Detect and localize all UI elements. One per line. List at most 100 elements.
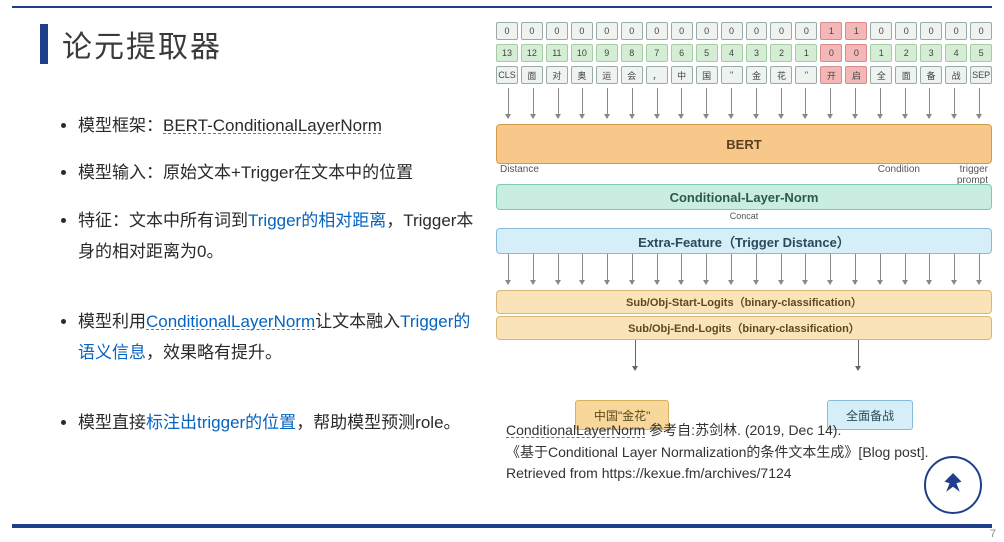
bullet-4: 模型利用ConditionalLayerNorm让文本融入Trigger的语义信… xyxy=(78,306,483,369)
token-cell: 全 xyxy=(870,66,892,84)
bullet-4-blue1: ConditionalLayerNorm xyxy=(146,312,315,331)
token-cell: 4 xyxy=(721,44,743,62)
token-cell: 0 xyxy=(920,22,942,40)
citation-line1: 参考自:苏剑林. (2019, Dec 14). xyxy=(645,422,841,438)
end-logits-block: Sub/Obj-End-Logits（binary-classification… xyxy=(496,316,992,340)
token-cell: 11 xyxy=(546,44,568,62)
bullet-1: 模型框架：BERT-ConditionalLayerNorm xyxy=(78,110,483,141)
architecture-diagram: 00000000000001100000 1312111098765432100… xyxy=(496,22,992,412)
eagle-icon xyxy=(936,468,970,502)
token-cell: 1 xyxy=(820,22,842,40)
token-cell: 5 xyxy=(696,44,718,62)
token-cell: SEP xyxy=(970,66,992,84)
token-cell: 4 xyxy=(945,44,967,62)
bullet-3: 特征：文本中所有词到Trigger的相对距离，Trigger本身的相对距离为0。 xyxy=(78,205,483,268)
token-cell: 0 xyxy=(521,22,543,40)
bullet-1-pre: 模型框架： xyxy=(78,116,163,135)
arrows-to-logits xyxy=(496,254,992,284)
token-cell: 备 xyxy=(920,66,942,84)
token-cell: 0 xyxy=(870,22,892,40)
token-cell: 2 xyxy=(895,44,917,62)
token-cell: 奥 xyxy=(571,66,593,84)
bullet-list: 模型框架：BERT-ConditionalLayerNorm 模型输入：原始文本… xyxy=(78,110,483,454)
token-cell: CLS xyxy=(496,66,518,84)
token-cell: 0 xyxy=(671,22,693,40)
token-row-1: 131211109876543210012345 xyxy=(496,44,992,62)
token-cell: 1 xyxy=(795,44,817,62)
token-cell: 3 xyxy=(746,44,768,62)
token-cell: 面 xyxy=(521,66,543,84)
concat-wrap: Concat xyxy=(496,210,992,222)
token-cell: 0 xyxy=(596,22,618,40)
token-cell: 12 xyxy=(521,44,543,62)
token-cell: 0 xyxy=(895,22,917,40)
token-cell: 5 xyxy=(970,44,992,62)
token-cell: 面 xyxy=(895,66,917,84)
token-cell: 8 xyxy=(621,44,643,62)
token-cell: 0 xyxy=(621,22,643,40)
bert-block: BERT xyxy=(496,124,992,164)
trigger-prompt-label: trigger prompt xyxy=(938,164,988,186)
citation-block: ConditionalLayerNorm 参考自:苏剑林. (2019, Dec… xyxy=(506,420,972,485)
cln-label: Conditional-Layer-Norm xyxy=(670,190,819,205)
condition-label: Condition xyxy=(878,164,920,175)
token-cell: 会 xyxy=(621,66,643,84)
token-cell: 0 xyxy=(646,22,668,40)
bullet-1-keyword: BERT-ConditionalLayerNorm xyxy=(163,116,382,135)
bullet-4-pre: 模型利用 xyxy=(78,312,146,331)
token-cell: 0 xyxy=(746,22,768,40)
citation-line2: 《基于Conditional Layer Normalization的条件文本生… xyxy=(506,444,928,482)
token-cell: 0 xyxy=(845,44,867,62)
arrows-to-bert xyxy=(496,88,992,118)
token-cell: 金 xyxy=(746,66,768,84)
token-cell: 运 xyxy=(596,66,618,84)
token-cell: 0 xyxy=(795,22,817,40)
token-cell: " xyxy=(721,66,743,84)
top-divider xyxy=(12,6,992,8)
token-cell: 战 xyxy=(945,66,967,84)
concat-label: Concat xyxy=(726,211,763,221)
bullet-4-mid: 让文本融入 xyxy=(315,312,400,331)
bullet-2: 模型输入：原始文本+Trigger在文本中的位置 xyxy=(78,157,483,188)
token-rows: 00000000000001100000 1312111098765432100… xyxy=(496,22,992,84)
bullet-3-blue: Trigger的相对距离 xyxy=(248,211,386,230)
token-cell: 0 xyxy=(770,22,792,40)
token-cell: 0 xyxy=(496,22,518,40)
title-accent-bar xyxy=(40,24,48,64)
slide-title: 论元提取器 xyxy=(62,22,222,66)
token-cell: 0 xyxy=(546,22,568,40)
token-cell: 国 xyxy=(696,66,718,84)
end-logits-label: Sub/Obj-End-Logits（binary-classification… xyxy=(628,320,860,336)
token-cell: 0 xyxy=(721,22,743,40)
token-cell: 0 xyxy=(820,44,842,62)
token-cell: 0 xyxy=(970,22,992,40)
token-cell: 对 xyxy=(546,66,568,84)
token-cell: ， xyxy=(646,66,668,84)
token-cell: 启 xyxy=(845,66,867,84)
token-cell: 中 xyxy=(671,66,693,84)
citation-kw: ConditionalLayerNorm xyxy=(506,422,645,438)
start-logits-block: Sub/Obj-Start-Logits（binary-classificati… xyxy=(496,290,992,314)
token-cell: 1 xyxy=(870,44,892,62)
token-cell: 7 xyxy=(646,44,668,62)
bert-label: BERT xyxy=(726,137,761,152)
token-cell: 6 xyxy=(671,44,693,62)
bullet-5-blue: 标注出trigger的位置 xyxy=(146,413,296,432)
start-logits-label: Sub/Obj-Start-Logits（binary-classificati… xyxy=(626,294,862,310)
token-cell: 0 xyxy=(945,22,967,40)
page-number: 7 xyxy=(990,528,996,540)
token-cell: 1 xyxy=(845,22,867,40)
distance-label: Distance xyxy=(500,164,539,175)
token-row-0: 00000000000001100000 xyxy=(496,22,992,40)
cln-block: Conditional-Layer-Norm xyxy=(496,184,992,210)
bullet-3-pre: 特征：文本中所有词到 xyxy=(78,211,248,230)
bert-side-labels: Distance Condition trigger prompt xyxy=(496,164,992,178)
slide-title-wrap: 论元提取器 xyxy=(40,22,222,66)
token-cell: 2 xyxy=(770,44,792,62)
bullet-5: 模型直接标注出trigger的位置，帮助模型预测role。 xyxy=(78,407,483,438)
token-cell: 9 xyxy=(596,44,618,62)
university-logo xyxy=(924,456,982,514)
token-cell: 3 xyxy=(920,44,942,62)
token-cell: 花 xyxy=(770,66,792,84)
output-arrows xyxy=(496,340,992,370)
